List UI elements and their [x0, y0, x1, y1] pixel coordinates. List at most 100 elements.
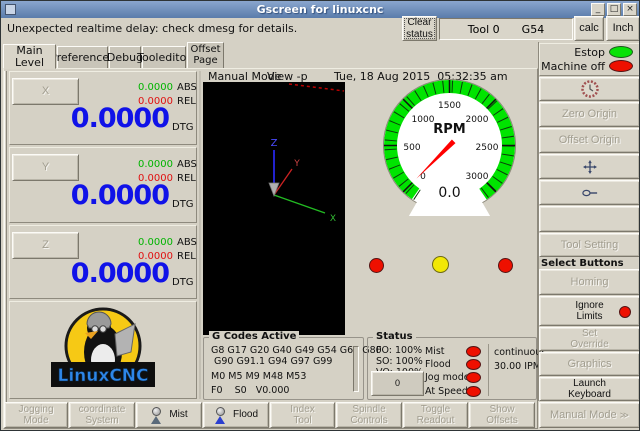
homing-label: Homing — [570, 275, 609, 288]
index-tool-button[interactable]: Index Tool — [270, 402, 335, 428]
x-dtg-tag: DTG — [172, 122, 194, 133]
tab-offset-page[interactable]: Offset Page — [187, 42, 224, 69]
graphics-button[interactable]: Graphics — [539, 352, 639, 376]
x-abs-tag: ABS — [177, 82, 197, 93]
gcodes-scrollbar[interactable] — [353, 346, 359, 392]
z-dtg-value: 0.0000 — [70, 258, 170, 289]
gcodes-frame: G Codes Active G8 G17 G20 G40 G49 G54 G6… — [203, 331, 382, 400]
fsv-line: F0 S0 V0.000 — [211, 385, 290, 396]
dro-panel-x — [9, 71, 197, 145]
override-spin-value: 0 — [394, 378, 400, 389]
spindle-controls-button[interactable]: Spindle Controls — [336, 402, 402, 428]
spindle-override-value: SO: 100% — [376, 356, 423, 367]
status-frame-title: Status — [373, 331, 416, 342]
set-override-button[interactable]: Set Override — [539, 327, 639, 351]
move-cross-icon — [582, 159, 597, 174]
homing-button[interactable]: Homing — [539, 269, 639, 295]
estop-label: Estop — [574, 46, 605, 59]
axis-z-glyph: Z — [271, 138, 278, 149]
tool-cone — [268, 182, 280, 198]
feed-override-value: FO: 100% — [376, 345, 423, 356]
x-dtg-value: 0.0000 — [70, 103, 170, 134]
z-abs-value: 0.0000 — [138, 237, 173, 248]
coordinate-system-button[interactable]: coordinate System — [69, 402, 135, 428]
override-spin-button[interactable]: 0 — [371, 371, 424, 396]
status-separator — [488, 344, 489, 396]
tab-tooleditor-label: Tooleditor — [137, 50, 191, 64]
tool-setting-button[interactable]: Tool Setting — [539, 233, 639, 257]
status-led-center — [432, 256, 449, 273]
show-offsets-button[interactable]: Show Offsets — [469, 402, 535, 428]
tab-preferences-label: Preferences — [50, 50, 115, 64]
coord-system: G54 — [521, 22, 545, 36]
tool-number: Tool 0 — [467, 22, 500, 36]
dro-panel-y — [9, 147, 197, 223]
gcodes-line-1: G8 G17 G20 G40 G49 G54 G64 G80 — [211, 345, 382, 356]
blank-button[interactable] — [539, 206, 639, 232]
axis-y-button[interactable]: Y — [12, 154, 79, 181]
gauge-tick-1000: 1000 — [412, 115, 435, 125]
tab-debug-label: Debug — [106, 50, 144, 64]
mist-status-label: Mist — [425, 346, 445, 357]
tab-tooleditor[interactable]: Tooleditor — [137, 46, 191, 69]
toggle-readout-button[interactable]: Toggle Readout — [403, 402, 468, 428]
ignore-limits-button[interactable]: Ignore Limits — [539, 296, 639, 326]
gauge-tick-1500: 1500 — [438, 101, 461, 111]
axis-z-button[interactable]: Z — [12, 232, 79, 259]
tool-setting-label: Tool Setting — [560, 238, 619, 251]
axis-x-label: X — [41, 85, 50, 98]
minimize-icon[interactable]: _ — [591, 3, 605, 16]
machine-power-button[interactable] — [539, 77, 639, 101]
flood-status-label: Flood — [425, 359, 451, 370]
z-rel-value: 0.0000 — [138, 251, 173, 262]
move-to-button[interactable] — [539, 154, 639, 179]
jog-mode-led — [466, 372, 481, 383]
main-page — [3, 68, 538, 429]
axis-x-button[interactable]: X — [12, 78, 79, 105]
y-dtg-value: 0.0000 — [70, 180, 170, 211]
rpm-gauge: 0 500 1000 1500 2000 2500 3000 RPM 0.0 — [383, 79, 516, 216]
window-title: Gscreen for linuxcnc — [256, 3, 384, 16]
ignore-limits-label: Ignore Limits — [575, 299, 604, 323]
dro-panel-z — [9, 225, 197, 299]
y-abs-tag: ABS — [177, 159, 197, 170]
tool-icon — [581, 189, 597, 196]
gremlin-preview[interactable]: Z Y X — [203, 82, 345, 335]
estop-frame — [539, 43, 639, 76]
mode-status-label: Manual Mode — [208, 70, 282, 83]
ignore-limits-led — [619, 306, 631, 318]
y-rel-tag: REL — [177, 173, 196, 184]
manual-mode-button[interactable]: Manual Mode ≫ — [539, 402, 639, 428]
tab-preferences[interactable]: Preferences — [50, 46, 115, 69]
clear-status-button[interactable]: Clear status — [402, 16, 437, 41]
mist-button[interactable]: Mist — [136, 402, 202, 428]
y-dtg-tag: DTG — [172, 199, 194, 210]
maximize-icon[interactable]: □ — [607, 3, 621, 16]
units-button[interactable]: Inch — [606, 16, 639, 41]
z-rel-tag: REL — [177, 251, 196, 262]
pane-divider[interactable] — [199, 71, 201, 399]
window-icon — [5, 4, 16, 15]
tool-touchoff-button[interactable] — [539, 180, 639, 205]
zero-origin-button[interactable]: Zero Origin — [539, 102, 639, 127]
offset-origin-button[interactable]: Offset Origin — [539, 128, 639, 153]
jogging-mode-button[interactable]: Jogging Mode — [4, 402, 68, 428]
flood-spray-icon — [214, 406, 228, 424]
close-icon[interactable]: × — [623, 3, 637, 16]
flood-button[interactable]: Flood — [203, 402, 269, 428]
tab-main-level[interactable]: Main Level — [3, 44, 56, 69]
jog-mode-value: continuous — [494, 347, 547, 358]
gauge-tick-500: 500 — [403, 143, 420, 153]
flood-led — [466, 359, 481, 370]
tab-offset-page-label: Offset Page — [190, 44, 221, 66]
tab-main-level-label: Main Level — [14, 43, 45, 69]
calc-label: calc — [579, 22, 599, 35]
gauge-value: 0.0 — [438, 185, 460, 201]
clear-status-label: Clear status — [406, 17, 433, 40]
calc-button[interactable]: calc — [574, 16, 604, 41]
logo-panel: LinuxCNC — [9, 301, 197, 399]
launch-keyboard-button[interactable]: Launch Keyboard — [539, 377, 639, 401]
gauge-tick-2500: 2500 — [476, 143, 499, 153]
titlebar[interactable]: Gscreen for linuxcnc _ □ × — [1, 1, 639, 18]
